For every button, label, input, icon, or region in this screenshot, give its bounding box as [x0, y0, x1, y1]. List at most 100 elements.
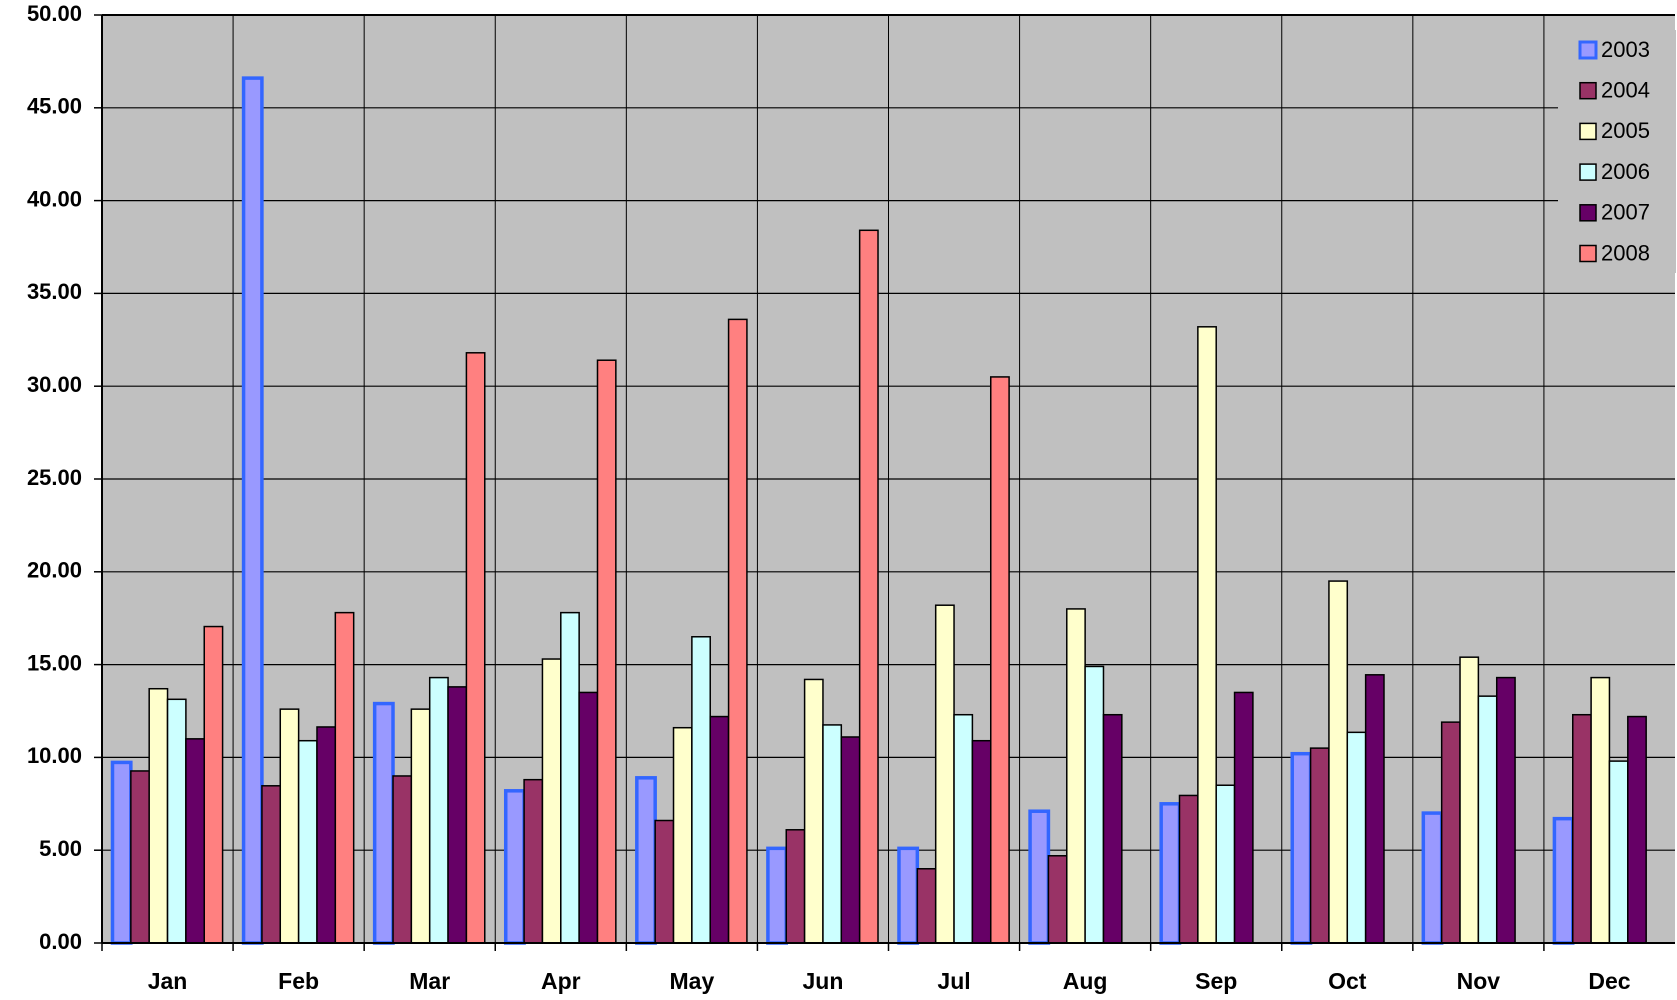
bar: [934, 604, 955, 944]
bar: [410, 708, 431, 944]
bar: [578, 691, 599, 944]
legend-label: 2008: [1601, 240, 1650, 265]
x-tick-label: Feb: [278, 968, 319, 994]
legend-swatch: [1579, 122, 1597, 141]
bar: [916, 868, 937, 944]
y-tick-label: 50.00: [27, 1, 82, 26]
y-tick-label: 5.00: [39, 836, 82, 861]
bar: [709, 715, 730, 944]
bar: [1197, 326, 1217, 944]
bar: [130, 770, 150, 944]
bar: [971, 739, 992, 944]
bar: [785, 829, 806, 944]
x-tick-label: Apr: [541, 968, 581, 994]
bar: [1627, 715, 1647, 944]
legend-label: 2007: [1601, 200, 1650, 225]
y-tick-label: 10.00: [27, 743, 82, 768]
bar: [110, 760, 133, 945]
bar: [166, 698, 187, 944]
y-tick-label: 35.00: [27, 279, 82, 304]
bar: [447, 686, 468, 944]
legend-box: [1558, 30, 1676, 273]
bar: [989, 376, 1010, 944]
bar: [1084, 665, 1105, 944]
bar: [635, 776, 657, 945]
legend-label: 2004: [1601, 78, 1650, 103]
bar: [203, 625, 224, 944]
bar: [1590, 676, 1611, 944]
bar: [241, 76, 264, 945]
bar: [822, 724, 843, 944]
bar: [1477, 695, 1498, 944]
legend-swatch: [1579, 163, 1597, 181]
bar: [372, 701, 395, 945]
legend-label: 2003: [1601, 37, 1650, 62]
bar: [297, 739, 318, 944]
bar: [858, 229, 879, 944]
bar: [1159, 802, 1182, 945]
y-tick-label: 0.00: [39, 929, 82, 954]
x-tick-label: Jan: [148, 968, 188, 994]
legend-swatch: [1578, 40, 1598, 60]
bar: [392, 775, 413, 944]
bar: [1495, 676, 1516, 944]
bar: [1421, 811, 1444, 945]
bar: [1459, 656, 1480, 944]
bar: [1066, 608, 1086, 944]
bar: [1233, 691, 1254, 944]
y-tick-label: 20.00: [27, 558, 82, 583]
bar: [1572, 713, 1592, 944]
legend-label: 2006: [1601, 159, 1650, 184]
y-tick-label: 15.00: [27, 650, 82, 675]
x-tick-label: May: [670, 968, 715, 994]
bar: [1364, 674, 1385, 944]
bar: [185, 738, 205, 944]
x-tick-label: Jun: [803, 968, 844, 994]
bar: [148, 687, 169, 944]
x-tick-label: Sep: [1195, 968, 1237, 994]
bar: [428, 676, 449, 944]
bar: [1309, 747, 1330, 944]
bar: [316, 726, 337, 944]
bar: [727, 318, 748, 944]
bar: [1328, 580, 1349, 944]
bar: [523, 778, 544, 944]
y-tick-label: 45.00: [27, 94, 82, 119]
bar: [766, 846, 789, 945]
x-tick-label: Oct: [1328, 968, 1367, 994]
x-tick-label: Nov: [1457, 968, 1501, 994]
bar: [596, 359, 617, 944]
legend-swatch: [1579, 204, 1597, 222]
legend-label: 2005: [1601, 118, 1650, 143]
x-tick-label: Dec: [1588, 968, 1630, 994]
x-tick-label: Jul: [937, 968, 970, 994]
bar: [897, 846, 920, 945]
bar: [1102, 713, 1123, 944]
bar: [803, 678, 824, 944]
bar: [261, 785, 282, 944]
legend-swatch: [1579, 81, 1597, 100]
legend-swatch: [1579, 244, 1597, 263]
bar: [1028, 809, 1051, 945]
bar: [1552, 816, 1575, 945]
bar: [953, 713, 974, 944]
x-tick-label: Mar: [409, 968, 450, 994]
bar: [840, 736, 861, 944]
bar: [503, 789, 526, 945]
bar: [541, 658, 562, 944]
bar: [1047, 855, 1068, 944]
bar: [560, 611, 580, 944]
bar: [1290, 751, 1313, 945]
bar: [1608, 760, 1629, 944]
bar: [1178, 794, 1199, 944]
bar: [1440, 721, 1461, 944]
y-tick-label: 40.00: [27, 186, 82, 211]
bar: [1346, 731, 1367, 944]
bar: [1215, 784, 1236, 944]
bar: [334, 611, 355, 944]
bar: [279, 708, 300, 944]
bar: [691, 636, 711, 944]
y-tick-label: 25.00: [27, 465, 82, 490]
bar: [654, 819, 675, 944]
